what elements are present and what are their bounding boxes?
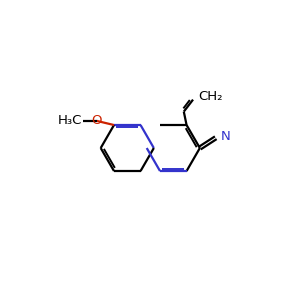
Text: CH₂: CH₂ — [198, 90, 223, 103]
Text: O: O — [92, 114, 102, 128]
Text: N: N — [220, 130, 230, 143]
Text: H₃C: H₃C — [58, 114, 82, 128]
